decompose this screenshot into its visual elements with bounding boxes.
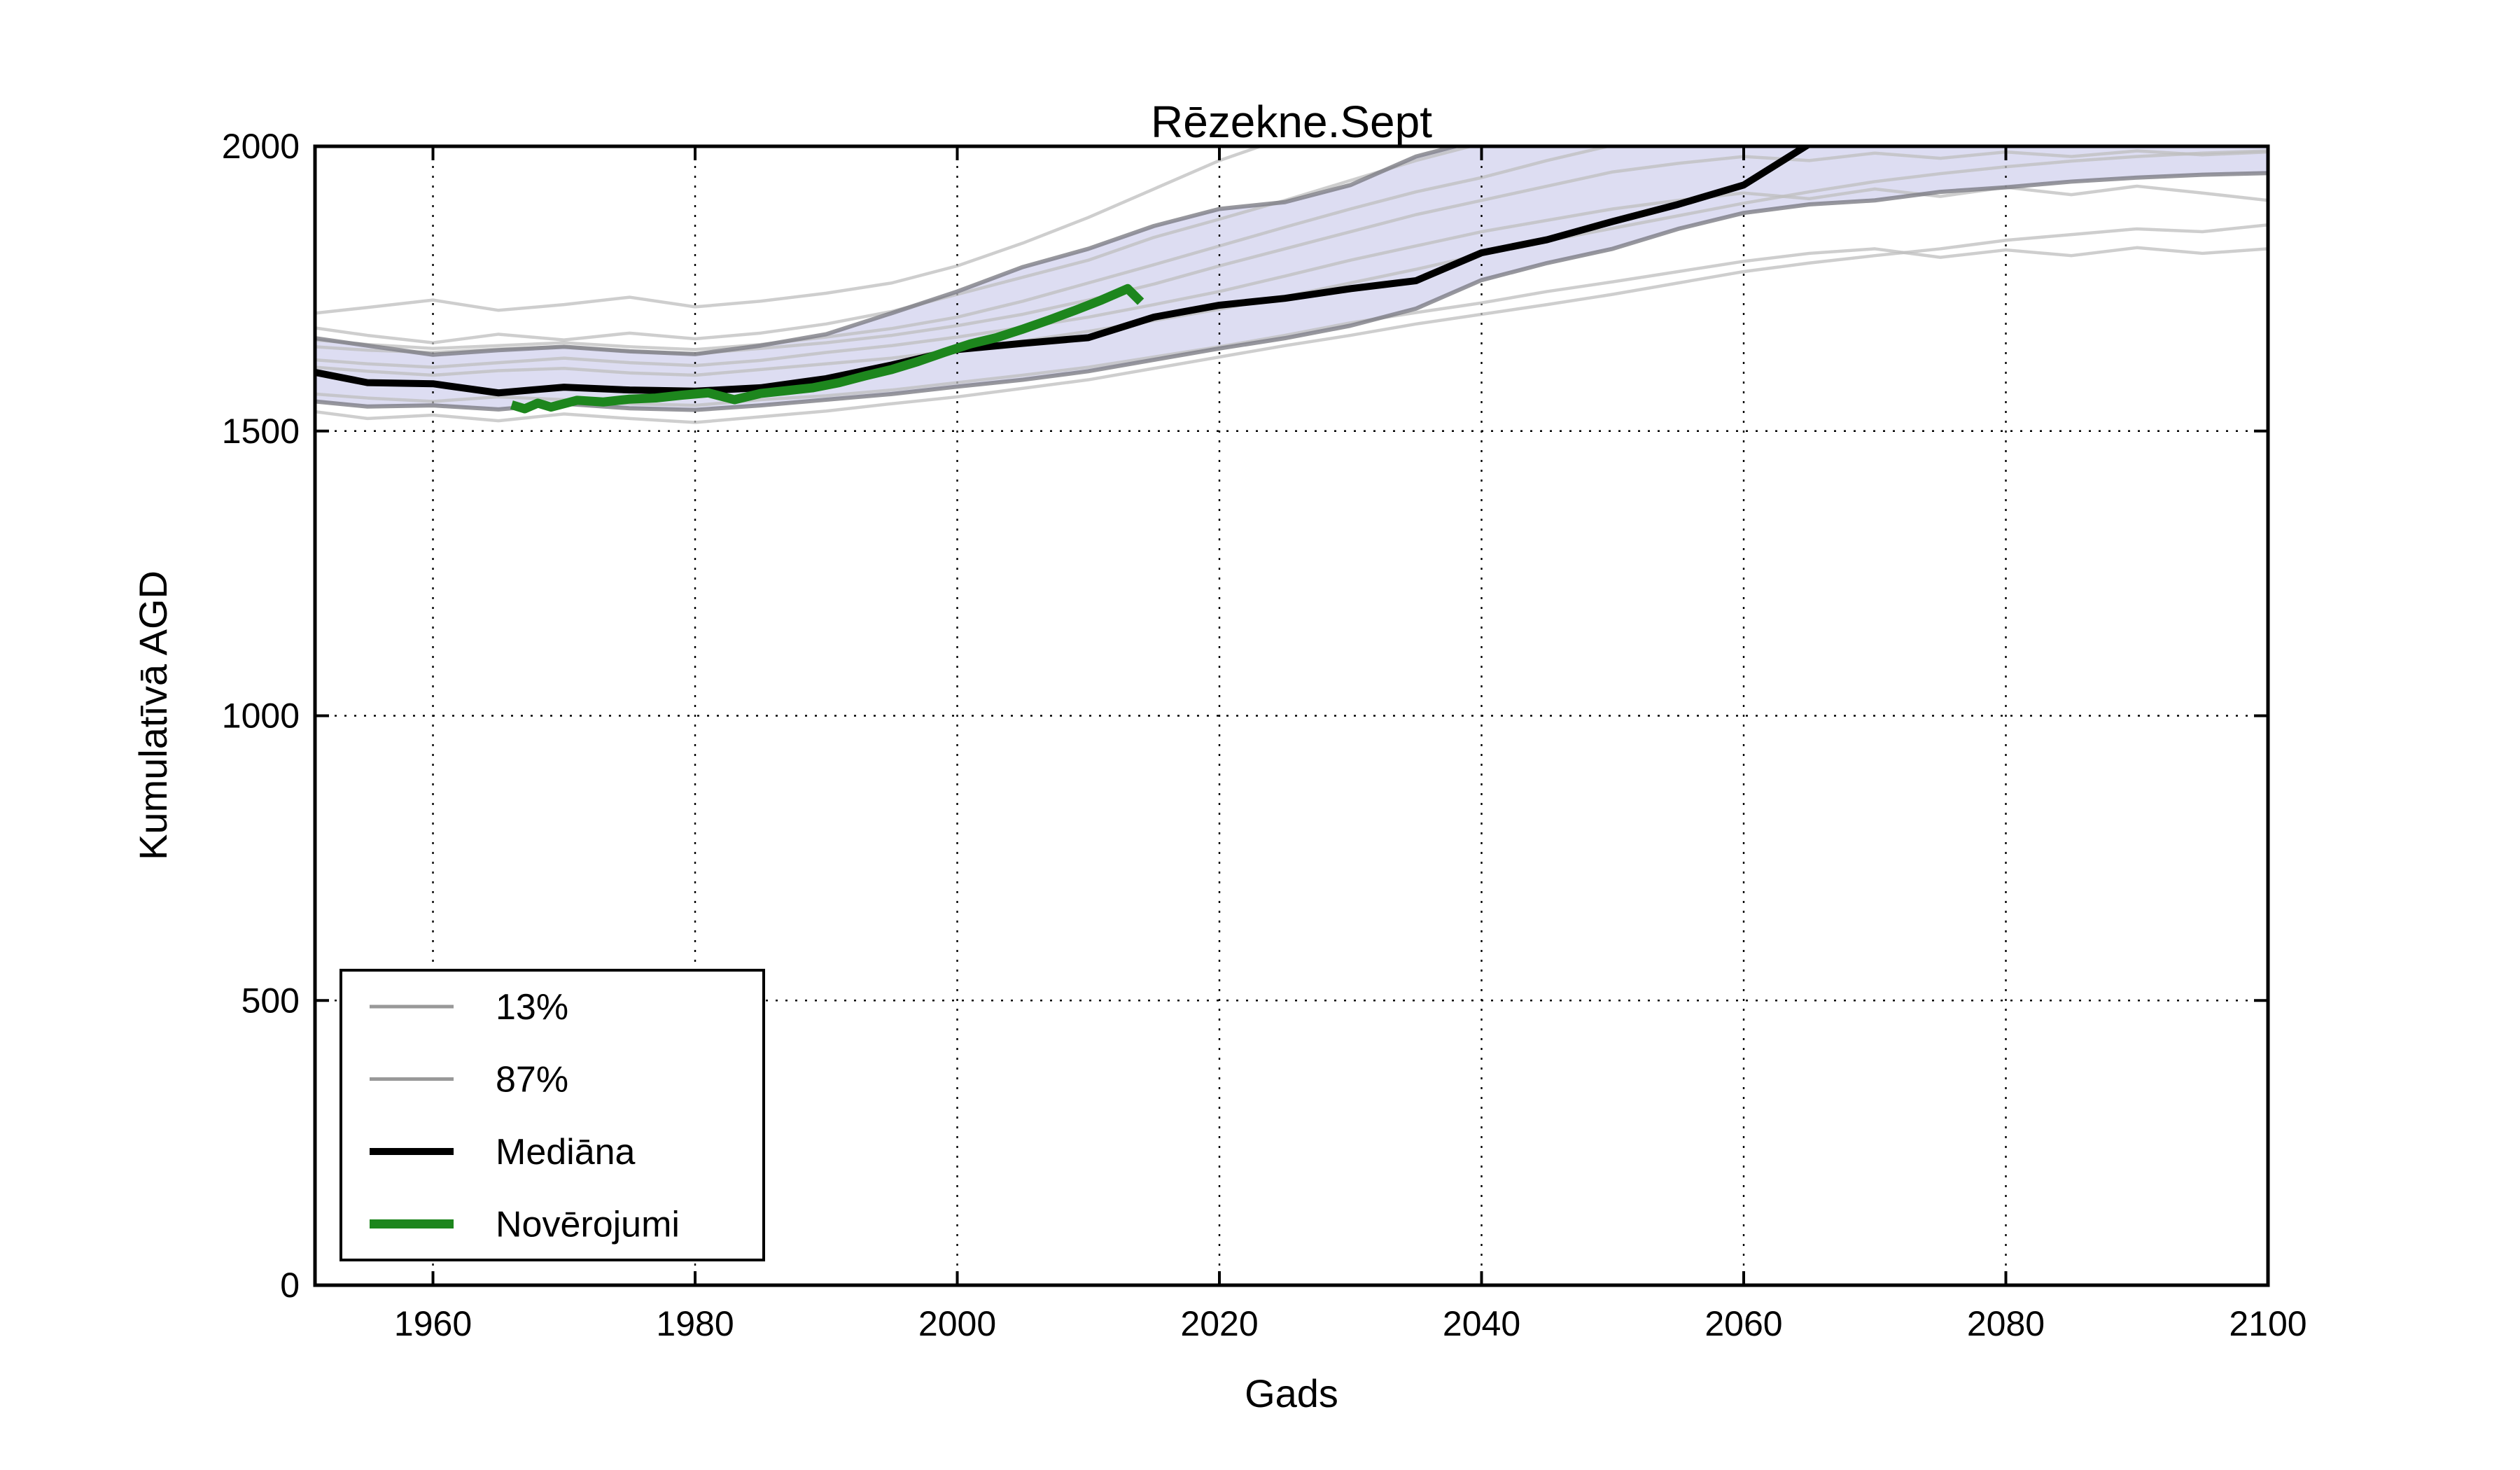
series-layer bbox=[315, 146, 2268, 414]
ensemble-run-line bbox=[315, 223, 2268, 424]
x-tick-label: 2040 bbox=[1443, 1304, 1520, 1343]
legend-item-label: Novērojumi bbox=[496, 1205, 680, 1245]
y-axis-label: Kumulatīvā AGD bbox=[131, 570, 175, 860]
y-tick-label: 1000 bbox=[222, 696, 300, 736]
legend-item: Mediāna bbox=[370, 1132, 636, 1172]
legend-item-label: 87% bbox=[496, 1060, 568, 1100]
y-tick-label: 0 bbox=[280, 1266, 300, 1305]
percentile-line bbox=[315, 171, 2268, 412]
x-tick-label: 1960 bbox=[394, 1304, 472, 1343]
legend: 13% 87% Mediāna Novērojumi bbox=[340, 969, 765, 1261]
x-tick-label: 1980 bbox=[656, 1304, 734, 1343]
y-tick-label: 2000 bbox=[222, 127, 300, 166]
ensemble-run-line bbox=[315, 146, 1266, 315]
tick-marks-layer bbox=[315, 145, 2269, 1287]
ensemble-run-line bbox=[315, 146, 1616, 351]
y-tick-label: 1500 bbox=[222, 412, 300, 451]
tick-labels-layer: 1960 1980 2000 2020 2040 2060 2080 2100 0 500 1000… bbox=[222, 127, 2307, 1343]
x-tick-label: 2100 bbox=[2229, 1304, 2306, 1343]
chart-title: Rēzekne.Sept bbox=[1151, 97, 1432, 147]
legend-item: 13% bbox=[370, 987, 568, 1028]
y-tick-label: 500 bbox=[241, 981, 300, 1020]
legend-item: 87% bbox=[370, 1060, 568, 1100]
x-axis-label: Gads bbox=[1245, 1371, 1338, 1415]
legend-item-label: 13% bbox=[496, 987, 568, 1028]
legend-item-label: Mediāna bbox=[496, 1132, 636, 1172]
x-tick-label: 2060 bbox=[1704, 1304, 1782, 1343]
ensemble-run-line bbox=[315, 184, 2268, 369]
x-tick-label: 2080 bbox=[1967, 1304, 2045, 1343]
legend-box bbox=[340, 969, 765, 1261]
median-line bbox=[315, 146, 1814, 397]
percentile-line bbox=[315, 146, 1464, 357]
x-tick-label: 2000 bbox=[918, 1304, 996, 1343]
observations-line bbox=[510, 284, 1144, 414]
x-tick-label: 2020 bbox=[1180, 1304, 1258, 1343]
legend-item: Novērojumi bbox=[370, 1205, 680, 1245]
